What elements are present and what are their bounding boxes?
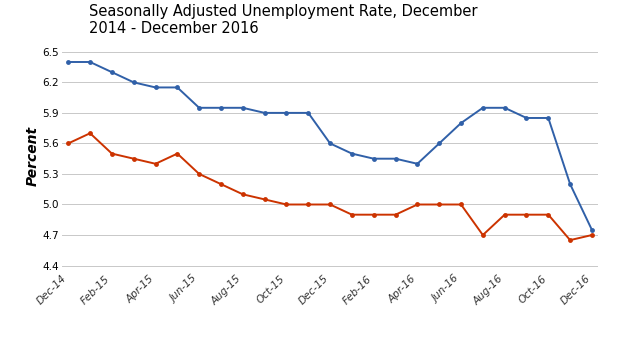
AZ Unemployment Ra... — [370, 156, 378, 161]
AZ Unemployment Ra... — [196, 106, 203, 110]
US Unemployment Ra... — [588, 233, 595, 237]
AZ Unemployment Ra... — [283, 111, 290, 115]
AZ Unemployment Ra... — [545, 116, 552, 120]
US Unemployment Ra... — [326, 202, 334, 206]
AZ Unemployment Ra... — [173, 85, 181, 90]
AZ Unemployment Ra... — [217, 106, 225, 110]
US Unemployment Ra... — [152, 162, 159, 166]
AZ Unemployment Ra... — [239, 106, 247, 110]
US Unemployment Ra... — [239, 192, 247, 196]
US Unemployment Ra... — [566, 238, 574, 242]
AZ Unemployment Ra... — [65, 60, 72, 64]
US Unemployment Ra... — [501, 213, 508, 217]
US Unemployment Ra... — [65, 141, 72, 145]
US Unemployment Ra... — [348, 213, 355, 217]
US Unemployment Ra... — [392, 213, 399, 217]
AZ Unemployment Ra... — [566, 182, 574, 186]
US Unemployment Ra... — [108, 152, 115, 156]
US Unemployment Ra... — [436, 202, 443, 206]
Y-axis label: Percent: Percent — [25, 126, 39, 186]
AZ Unemployment Ra... — [436, 141, 443, 145]
Line: US Unemployment Ra...: US Unemployment Ra... — [66, 131, 594, 243]
US Unemployment Ra... — [413, 202, 421, 206]
AZ Unemployment Ra... — [108, 70, 115, 74]
US Unemployment Ra... — [196, 172, 203, 176]
AZ Unemployment Ra... — [326, 141, 334, 145]
US Unemployment Ra... — [523, 213, 530, 217]
AZ Unemployment Ra... — [413, 162, 421, 166]
US Unemployment Ra... — [305, 202, 312, 206]
AZ Unemployment Ra... — [501, 106, 508, 110]
AZ Unemployment Ra... — [152, 85, 159, 90]
AZ Unemployment Ra... — [479, 106, 487, 110]
US Unemployment Ra... — [479, 233, 487, 237]
US Unemployment Ra... — [283, 202, 290, 206]
US Unemployment Ra... — [173, 152, 181, 156]
US Unemployment Ra... — [261, 197, 268, 202]
AZ Unemployment Ra... — [457, 121, 465, 125]
AZ Unemployment Ra... — [130, 80, 138, 84]
US Unemployment Ra... — [217, 182, 225, 186]
AZ Unemployment Ra... — [348, 152, 355, 156]
US Unemployment Ra... — [86, 131, 94, 135]
AZ Unemployment Ra... — [392, 156, 399, 161]
AZ Unemployment Ra... — [86, 60, 94, 64]
US Unemployment Ra... — [130, 156, 138, 161]
AZ Unemployment Ra... — [523, 116, 530, 120]
US Unemployment Ra... — [457, 202, 465, 206]
Text: Seasonally Adjusted Unemployment Rate, December
2014 - December 2016: Seasonally Adjusted Unemployment Rate, D… — [89, 4, 477, 36]
AZ Unemployment Ra... — [261, 111, 268, 115]
AZ Unemployment Ra... — [305, 111, 312, 115]
US Unemployment Ra... — [370, 213, 378, 217]
AZ Unemployment Ra... — [588, 228, 595, 232]
Line: AZ Unemployment Ra...: AZ Unemployment Ra... — [66, 60, 594, 232]
US Unemployment Ra... — [545, 213, 552, 217]
